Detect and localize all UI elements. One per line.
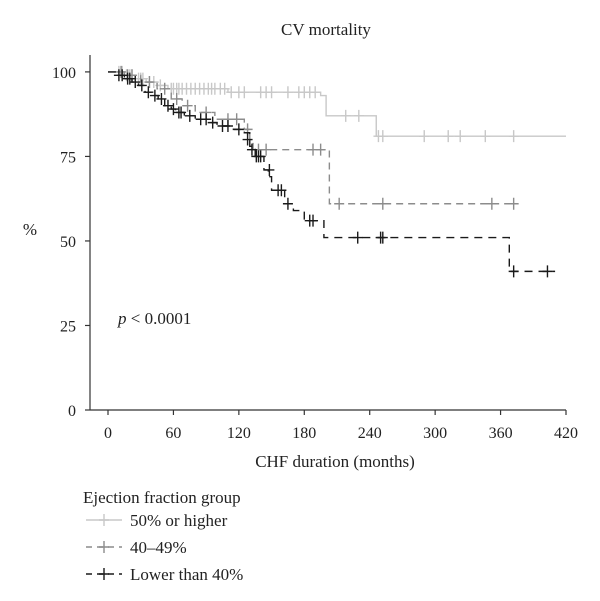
censor-mark: [231, 113, 242, 126]
censor-mark: [508, 197, 519, 210]
x-tick-label: 420: [554, 425, 578, 442]
censor-mark: [443, 130, 454, 143]
censor-mark: [282, 197, 293, 210]
censor-mark: [242, 133, 253, 146]
x-tick-label: 240: [358, 425, 382, 442]
censor-mark: [156, 92, 167, 105]
x-axis-label: CHF duration (months): [255, 452, 415, 471]
censor-mark: [137, 72, 148, 85]
censor-mark: [207, 116, 218, 129]
p-value-text: < 0.0001: [127, 309, 192, 328]
censor-mark: [144, 76, 155, 89]
legend-label: Lower than 40%: [130, 565, 243, 584]
censor-mark: [308, 214, 319, 227]
y-axis-label: %: [23, 220, 37, 239]
censor-mark: [246, 143, 257, 156]
censor-mark: [255, 150, 266, 163]
censor-mark: [162, 99, 173, 112]
censor-mark: [143, 86, 154, 99]
p-value-annotation: p < 0.0001: [117, 309, 191, 328]
legend-censor-mark: [99, 514, 109, 526]
censor-mark: [455, 130, 466, 143]
censor-mark: [261, 143, 272, 156]
y-tick-label: 75: [60, 149, 76, 166]
legend-item-2: 40–49%: [86, 538, 187, 557]
legend-item-1: 50% or higher: [86, 511, 228, 530]
censor-mark: [219, 82, 230, 95]
x-tick-label: 60: [165, 425, 181, 442]
censor-mark: [334, 197, 345, 210]
censor-mark: [486, 197, 497, 210]
censor-mark: [239, 86, 250, 99]
censor-mark: [168, 103, 179, 116]
legend-label: 50% or higher: [130, 511, 228, 530]
censor-mark: [315, 143, 326, 156]
legend: 50% or higher 40–49% Lower than 40%: [86, 511, 243, 584]
censor-mark: [352, 231, 363, 244]
censor-mark: [222, 120, 233, 132]
censor-mark: [171, 92, 182, 105]
legend-title: Ejection fraction group: [83, 488, 241, 507]
censor-mark: [542, 265, 553, 278]
censor-mark: [353, 109, 364, 122]
y-tick-label: 25: [60, 318, 76, 335]
x-tick-label: 300: [423, 425, 447, 442]
censor-mark: [508, 265, 519, 278]
y-tick-label: 100: [52, 65, 76, 82]
censor-mark: [377, 130, 388, 143]
censor-mark: [377, 231, 388, 244]
legend-censor-mark: [99, 568, 109, 580]
x-tick-label: 120: [227, 425, 251, 442]
series-lines: [108, 65, 566, 278]
legend-censor-mark: [99, 541, 109, 553]
censor-mark: [310, 86, 321, 99]
legend-label: 40–49%: [130, 538, 187, 557]
censor-mark: [201, 113, 212, 126]
censor-mark: [377, 197, 388, 210]
series-3: [108, 69, 556, 278]
legend-item-3: Lower than 40%: [86, 565, 243, 584]
censor-mark: [340, 109, 351, 122]
censor-mark: [130, 76, 141, 89]
chart-title: CV mortality: [281, 20, 371, 39]
y-tick-label: 50: [60, 234, 76, 251]
x-tick-label: 360: [489, 425, 513, 442]
survival-curve: [108, 71, 556, 273]
p-value-symbol: p: [117, 309, 127, 328]
censor-mark: [508, 130, 519, 143]
censor-mark: [124, 72, 135, 85]
censor-mark: [159, 82, 170, 95]
censor-mark: [419, 130, 430, 143]
censor-mark: [136, 79, 147, 92]
axes: 0 25 50 75 100 0 60 120 180 240 300 360 420: [52, 55, 578, 442]
censor-mark: [480, 130, 491, 143]
censor-mark: [264, 163, 275, 176]
censor-mark: [266, 86, 277, 99]
y-tick-label: 0: [68, 403, 76, 420]
x-tick-label: 0: [104, 425, 112, 442]
censor-mark: [182, 99, 193, 112]
censor-mark: [184, 109, 195, 122]
series-2: [108, 65, 519, 210]
censor-mark: [276, 184, 287, 197]
censor-mark: [282, 86, 293, 99]
censor-mark: [176, 106, 187, 119]
censor-mark: [149, 89, 160, 102]
censor-mark: [233, 123, 244, 136]
x-tick-label: 180: [292, 425, 316, 442]
censor-mark: [117, 69, 128, 82]
